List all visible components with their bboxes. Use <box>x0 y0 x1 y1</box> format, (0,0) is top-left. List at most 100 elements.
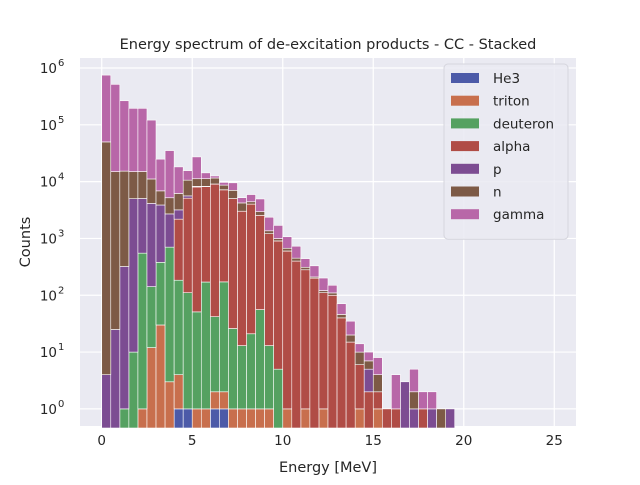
bar-gamma <box>337 304 346 315</box>
bar-alpha <box>310 278 319 428</box>
bar-deuteron <box>256 310 265 409</box>
x-tick-label: 25 <box>546 433 563 449</box>
y-tick-label: 10 <box>40 345 57 361</box>
bar-p <box>428 409 437 428</box>
bar-triton <box>355 409 364 428</box>
bar-n <box>355 352 364 365</box>
bar-gamma <box>192 157 201 179</box>
bar-n <box>265 231 274 234</box>
bar-alpha <box>265 234 274 346</box>
bar-triton <box>373 409 382 428</box>
bar-alpha <box>373 392 382 409</box>
bar-deuteron <box>165 247 174 382</box>
bar-He3 <box>174 409 183 428</box>
bar-He3 <box>210 409 219 428</box>
bar-n <box>373 375 382 392</box>
bar-p <box>409 409 418 428</box>
legend-swatch-p <box>451 164 479 174</box>
bar-gamma <box>183 171 192 181</box>
y-tick-label: 10 <box>40 61 57 77</box>
bar-alpha <box>247 204 256 334</box>
bar-p <box>156 205 165 262</box>
bar-deuteron <box>183 293 192 409</box>
bar-n <box>147 179 156 203</box>
bar-alpha <box>219 190 228 282</box>
bar-gamma <box>237 198 246 203</box>
bar-deuteron <box>210 317 219 392</box>
y-tick-exponent: 0 <box>58 399 64 410</box>
bar-n <box>328 293 337 295</box>
bar-alpha <box>391 409 400 428</box>
bar-triton <box>237 409 246 428</box>
bar-n <box>210 178 219 184</box>
bar-alpha <box>228 199 237 329</box>
y-tick-exponent: 1 <box>58 342 64 353</box>
bar-n <box>337 314 346 317</box>
bar-triton <box>210 392 219 409</box>
bar-alpha <box>346 342 355 428</box>
bar-deuteron <box>265 346 274 409</box>
x-tick-label: 20 <box>455 433 472 449</box>
bar-deuteron <box>237 346 246 409</box>
bar-triton <box>247 409 256 428</box>
legend-label-p: p <box>493 162 502 178</box>
legend-swatch-deuteron <box>451 118 479 128</box>
bar-gamma <box>346 321 355 335</box>
bar-gamma <box>419 392 428 409</box>
y-tick-exponent: 2 <box>58 285 64 296</box>
bar-p <box>446 409 455 428</box>
bar-triton <box>192 409 201 428</box>
bar-gamma <box>364 352 373 361</box>
bar-alpha <box>256 215 265 309</box>
bar-gamma <box>355 344 364 352</box>
y-tick-label: 10 <box>40 288 57 304</box>
bar-p <box>400 382 409 428</box>
bar-alpha <box>328 295 337 428</box>
bar-gamma <box>409 369 418 392</box>
bar-gamma <box>247 195 256 202</box>
bar-p <box>364 369 373 392</box>
bar-gamma <box>165 151 174 198</box>
bar-gamma <box>301 259 310 268</box>
bar-triton <box>256 409 265 428</box>
bar-n <box>201 179 210 187</box>
bar-alpha <box>183 198 192 292</box>
bar-n <box>192 179 201 187</box>
bar-n <box>129 172 138 199</box>
bar-gamma <box>319 278 328 291</box>
bar-alpha <box>419 409 428 428</box>
bar-triton <box>301 409 310 428</box>
bar-n <box>228 190 237 198</box>
bar-alpha <box>237 211 246 345</box>
bar-triton <box>283 409 292 428</box>
bar-gamma <box>391 375 400 409</box>
bar-n <box>183 180 192 196</box>
bar-triton <box>165 382 174 428</box>
y-tick-exponent: 3 <box>58 228 64 239</box>
bar-n <box>256 212 265 216</box>
bar-He3 <box>183 409 192 428</box>
legend-swatch-gamma <box>451 209 479 219</box>
bar-triton <box>228 409 237 428</box>
bar-gamma <box>156 159 165 191</box>
bar-gamma <box>292 246 301 258</box>
legend-label-gamma: gamma <box>493 207 544 223</box>
bar-alpha <box>382 409 391 428</box>
bar-triton <box>156 325 165 428</box>
bar-alpha <box>355 365 364 409</box>
bar-triton <box>201 409 210 428</box>
bar-triton <box>174 375 183 409</box>
bar-deuteron <box>120 409 129 428</box>
legend-label-n: n <box>493 185 502 201</box>
bar-p <box>102 375 111 428</box>
y-tick-exponent: 4 <box>58 172 64 183</box>
bar-gamma <box>201 173 210 179</box>
bar-gamma <box>265 217 274 231</box>
bar-n <box>165 198 174 214</box>
bar-He3 <box>219 409 228 428</box>
y-tick-label: 10 <box>40 175 57 191</box>
bar-n <box>111 172 120 330</box>
bar-gamma <box>174 167 183 194</box>
bar-gamma <box>102 75 111 142</box>
